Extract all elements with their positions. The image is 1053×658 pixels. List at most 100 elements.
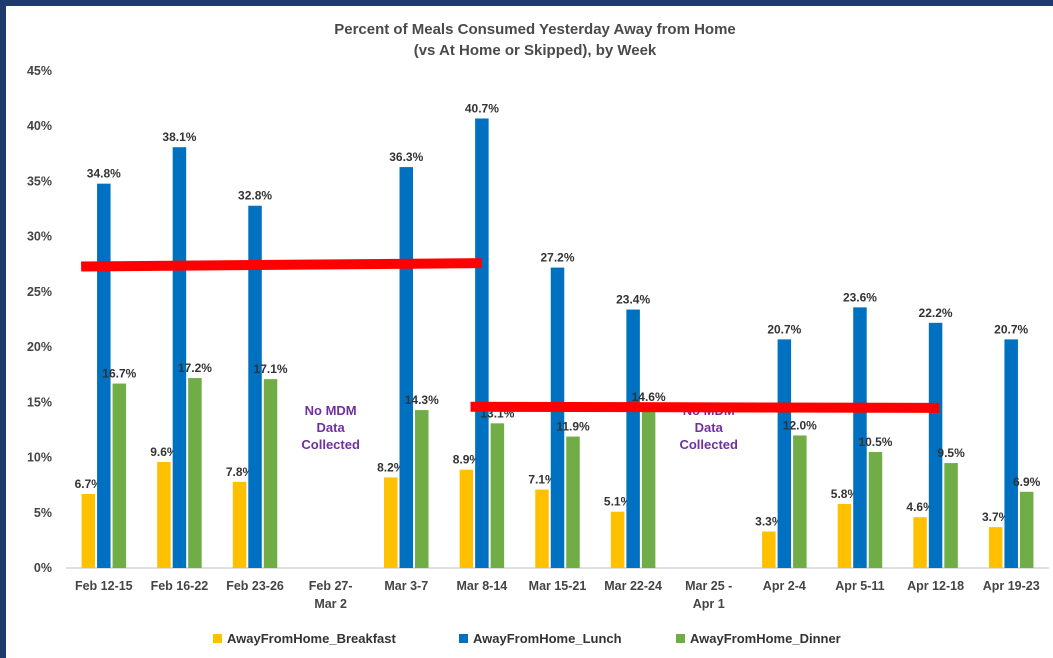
- x-tick-label: Mar 3-7: [384, 579, 428, 593]
- bar-awayfromhome-dinner: [112, 383, 127, 568]
- bar-awayfromhome-breakfast: [157, 461, 171, 568]
- data-label: 17.1%: [254, 362, 288, 376]
- data-label: 10.5%: [858, 435, 892, 449]
- bar-awayfromhome-lunch: [399, 167, 414, 568]
- x-tick-label: Feb 23-26: [226, 579, 284, 593]
- data-label: 14.6%: [632, 390, 666, 404]
- y-tick-label: 10%: [27, 451, 52, 465]
- data-label: 14.3%: [405, 393, 439, 407]
- data-label: 17.2%: [178, 361, 212, 375]
- data-label: 16.7%: [102, 367, 136, 381]
- x-axis: Feb 12-15 Feb 16-22 Feb 23-26 Feb 27- Mar 2 M…: [75, 579, 1040, 611]
- data-label: 5.1%: [604, 495, 632, 509]
- y-tick-label: 5%: [34, 506, 52, 520]
- data-label: 27.2%: [540, 251, 574, 265]
- x-tick-label: Apr 19-23: [983, 579, 1040, 593]
- legend-label: AwayFromHome_Lunch: [473, 631, 622, 646]
- bar-awayfromhome-lunch: [626, 309, 640, 568]
- x-tick-label: Mar 2: [314, 597, 347, 611]
- data-label: 7.8%: [226, 465, 254, 479]
- bar-awayfromhome-breakfast: [988, 527, 1003, 568]
- data-label: 9.5%: [937, 446, 965, 460]
- legend-swatch: [676, 634, 685, 643]
- data-label: 20.7%: [767, 322, 801, 336]
- legend-swatch: [459, 634, 468, 643]
- x-tick-label: Mar 22-24: [604, 579, 662, 593]
- red-overlay-line: [81, 258, 482, 272]
- bar-awayfromhome-lunch: [475, 118, 489, 568]
- data-label: 5.8%: [831, 487, 859, 501]
- y-tick-label: 25%: [27, 285, 52, 299]
- data-label: 34.8%: [87, 167, 121, 181]
- bar-awayfromhome-lunch: [928, 322, 943, 568]
- y-tick-label: 30%: [27, 230, 52, 244]
- legend-label: AwayFromHome_Dinner: [690, 631, 841, 646]
- data-label: 4.6%: [906, 500, 934, 514]
- legend: AwayFromHome_Breakfast AwayFromHome_Lunch…: [213, 631, 841, 646]
- data-label: 23.4%: [616, 293, 650, 307]
- x-tick-label: Apr 1: [693, 597, 725, 611]
- legend-label: AwayFromHome_Breakfast: [227, 631, 396, 646]
- y-tick-label: 40%: [27, 119, 52, 133]
- bar-awayfromhome-breakfast: [81, 494, 96, 568]
- x-tick-label: Apr 12-18: [907, 579, 964, 593]
- x-tick-label: Feb 12-15: [75, 579, 133, 593]
- data-label: 3.3%: [755, 515, 783, 529]
- data-label: 36.3%: [389, 150, 423, 164]
- bar-awayfromhome-breakfast: [913, 517, 927, 568]
- bar-awayfromhome-breakfast: [459, 469, 474, 568]
- data-label: 3.7%: [982, 510, 1010, 524]
- legend-swatch: [213, 634, 222, 643]
- x-tick-label: Apr 2-4: [763, 579, 806, 593]
- bars-group: 6.7% 9.6% 7.8% 8.2% 8.9% 7.1% 5.1% 3.3% 5.8% 4.6%…: [75, 101, 1041, 569]
- bar-awayfromhome-dinner: [944, 463, 958, 568]
- bar-awayfromhome-breakfast: [232, 481, 247, 568]
- bar-awayfromhome-lunch: [97, 183, 111, 569]
- bar-awayfromhome-dinner: [1019, 491, 1034, 568]
- bar-awayfromhome-breakfast: [762, 531, 776, 568]
- bar-awayfromhome-lunch: [1004, 339, 1018, 568]
- data-label: 8.9%: [453, 453, 481, 467]
- data-label: 40.7%: [465, 101, 499, 115]
- no-data-note: Collected: [301, 437, 360, 452]
- data-label: 20.7%: [994, 322, 1028, 336]
- bar-awayfromhome-dinner: [490, 423, 505, 568]
- bar-awayfromhome-breakfast: [535, 489, 549, 568]
- chart-subtitle: (vs At Home or Skipped), by Week: [414, 42, 657, 59]
- y-tick-label: 15%: [27, 395, 52, 409]
- x-tick-label: Mar 15-21: [529, 579, 587, 593]
- no-data-note: Data: [695, 420, 724, 435]
- bar-awayfromhome-lunch: [248, 205, 262, 568]
- bar-awayfromhome-lunch: [550, 267, 565, 568]
- bar-awayfromhome-breakfast: [384, 477, 398, 568]
- bar-awayfromhome-dinner: [188, 378, 202, 568]
- bar-awayfromhome-dinner: [566, 436, 580, 568]
- overlay-lines-group: [81, 258, 940, 413]
- bar-awayfromhome-lunch: [172, 147, 187, 568]
- y-tick-label: 20%: [27, 340, 52, 354]
- bar-awayfromhome-dinner: [641, 406, 656, 568]
- data-label: 22.2%: [919, 306, 953, 320]
- data-label: 23.6%: [843, 290, 877, 304]
- data-label: 7.1%: [528, 473, 556, 487]
- bar-awayfromhome-dinner: [868, 452, 883, 568]
- x-tick-label: Feb 27-: [309, 579, 353, 593]
- red-overlay-line: [470, 401, 940, 413]
- data-label: 32.8%: [238, 189, 272, 203]
- data-label: 12.0%: [783, 418, 817, 432]
- y-tick-label: 45%: [27, 64, 52, 78]
- bar-awayfromhome-dinner: [415, 410, 429, 568]
- data-label: 11.9%: [556, 420, 590, 434]
- bar-awayfromhome-breakfast: [610, 511, 625, 568]
- data-label: 6.7%: [75, 477, 103, 491]
- no-data-note: Collected: [679, 437, 738, 452]
- data-label: 6.9%: [1013, 475, 1041, 489]
- x-tick-label: Mar 8-14: [457, 579, 508, 593]
- x-tick-label: Apr 5-11: [835, 579, 884, 593]
- y-tick-label: 0%: [34, 561, 52, 575]
- x-tick-label: Feb 16-22: [151, 579, 209, 593]
- bar-awayfromhome-breakfast: [837, 503, 852, 568]
- data-label: 8.2%: [377, 460, 405, 474]
